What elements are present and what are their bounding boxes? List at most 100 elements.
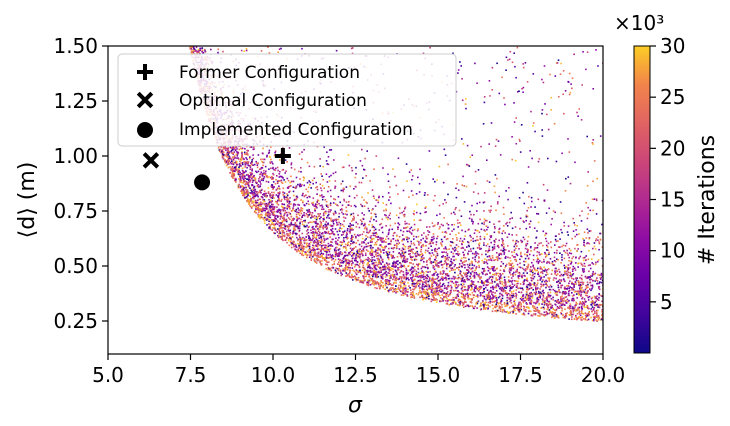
scatter-point bbox=[520, 308, 523, 311]
scatter-point bbox=[372, 282, 374, 285]
scatter-point bbox=[537, 271, 540, 273]
scatter-point bbox=[309, 237, 311, 240]
scatter-point bbox=[261, 160, 263, 163]
scatter-point bbox=[414, 275, 417, 277]
scatter-point bbox=[457, 285, 459, 288]
scatter-point bbox=[535, 247, 538, 249]
scatter-point bbox=[221, 152, 224, 154]
scatter-point bbox=[422, 245, 425, 247]
scatter-point bbox=[568, 289, 571, 292]
scatter-point bbox=[388, 214, 391, 217]
scatter-point bbox=[443, 295, 445, 298]
scatter-point bbox=[530, 279, 533, 282]
scatter-point bbox=[301, 47, 303, 50]
scatter-point bbox=[308, 237, 310, 240]
scatter-point bbox=[431, 288, 434, 290]
scatter-point bbox=[323, 195, 325, 198]
scatter-point bbox=[271, 205, 274, 208]
scatter-point bbox=[272, 188, 274, 190]
scatter-point bbox=[290, 223, 292, 225]
scatter-point bbox=[555, 160, 558, 163]
scatter-point bbox=[396, 288, 398, 290]
scatter-point bbox=[382, 284, 384, 287]
scatter-point bbox=[234, 148, 236, 151]
scatter-point bbox=[501, 232, 503, 235]
scatter-point bbox=[335, 252, 338, 254]
scatter-point bbox=[383, 249, 385, 251]
scatter-point bbox=[237, 184, 239, 187]
scatter-point bbox=[299, 244, 301, 246]
scatter-point bbox=[403, 276, 405, 278]
scatter-point bbox=[586, 315, 588, 317]
scatter-point bbox=[228, 158, 230, 160]
scatter-point bbox=[581, 301, 584, 303]
scatter-point bbox=[334, 218, 337, 221]
scatter-point bbox=[509, 260, 512, 262]
scatter-point bbox=[279, 170, 281, 173]
scatter-point bbox=[576, 250, 578, 252]
scatter-point bbox=[328, 261, 330, 263]
scatter-point bbox=[414, 282, 417, 285]
scatter-point bbox=[377, 254, 379, 257]
scatter-point bbox=[417, 265, 419, 267]
scatter-point bbox=[236, 171, 239, 173]
scatter-point bbox=[399, 253, 402, 255]
scatter-point bbox=[229, 156, 231, 159]
scatter-point bbox=[510, 269, 512, 272]
scatter-point bbox=[325, 238, 328, 240]
scatter-point bbox=[227, 150, 229, 152]
scatter-point bbox=[271, 200, 273, 202]
scatter-point bbox=[276, 216, 279, 218]
scatter-point bbox=[345, 265, 347, 267]
scatter-point bbox=[244, 175, 246, 177]
scatter-point bbox=[372, 208, 374, 210]
scatter-point bbox=[579, 283, 582, 286]
scatter-point bbox=[396, 245, 398, 247]
scatter-point bbox=[326, 205, 328, 207]
scatter-point bbox=[495, 138, 498, 141]
scatter-point bbox=[542, 183, 545, 186]
scatter-point bbox=[367, 284, 370, 287]
scatter-point bbox=[574, 161, 576, 164]
scatter-point bbox=[419, 241, 422, 244]
scatter-point bbox=[530, 270, 533, 273]
scatter-point bbox=[542, 294, 544, 296]
scatter-point bbox=[520, 302, 522, 305]
scatter-point bbox=[527, 294, 530, 297]
scatter-point bbox=[335, 218, 338, 221]
scatter-point bbox=[526, 277, 528, 280]
scatter-point bbox=[528, 253, 531, 256]
scatter-point bbox=[325, 256, 328, 258]
scatter-point bbox=[470, 283, 473, 285]
scatter-point bbox=[455, 277, 457, 280]
scatter-point bbox=[468, 264, 471, 267]
scatter-point bbox=[228, 160, 230, 162]
scatter-point bbox=[592, 271, 594, 273]
scatter-point bbox=[457, 299, 459, 302]
scatter-point bbox=[471, 252, 474, 255]
scatter-point bbox=[419, 272, 422, 275]
scatter-point bbox=[415, 251, 417, 254]
scatter-point bbox=[589, 267, 592, 270]
scatter-point bbox=[247, 164, 250, 167]
scatter-point bbox=[286, 234, 289, 237]
scatter-point bbox=[316, 248, 318, 251]
scatter-point bbox=[303, 239, 305, 242]
scatter-point bbox=[402, 289, 405, 292]
scatter-point bbox=[268, 206, 271, 209]
scatter-point bbox=[383, 272, 386, 274]
scatter-point bbox=[489, 271, 491, 274]
scatter-point bbox=[537, 279, 539, 282]
scatter-point bbox=[505, 255, 507, 258]
scatter-point bbox=[385, 225, 387, 227]
scatter-point bbox=[600, 276, 602, 279]
scatter-point bbox=[485, 294, 488, 296]
scatter-point bbox=[422, 254, 424, 257]
scatter-point bbox=[528, 282, 531, 284]
scatter-point bbox=[562, 316, 565, 319]
scatter-point bbox=[266, 218, 269, 220]
scatter-point bbox=[458, 268, 460, 271]
scatter-point bbox=[548, 280, 551, 282]
scatter-point bbox=[241, 163, 244, 166]
scatter-point bbox=[476, 247, 479, 249]
